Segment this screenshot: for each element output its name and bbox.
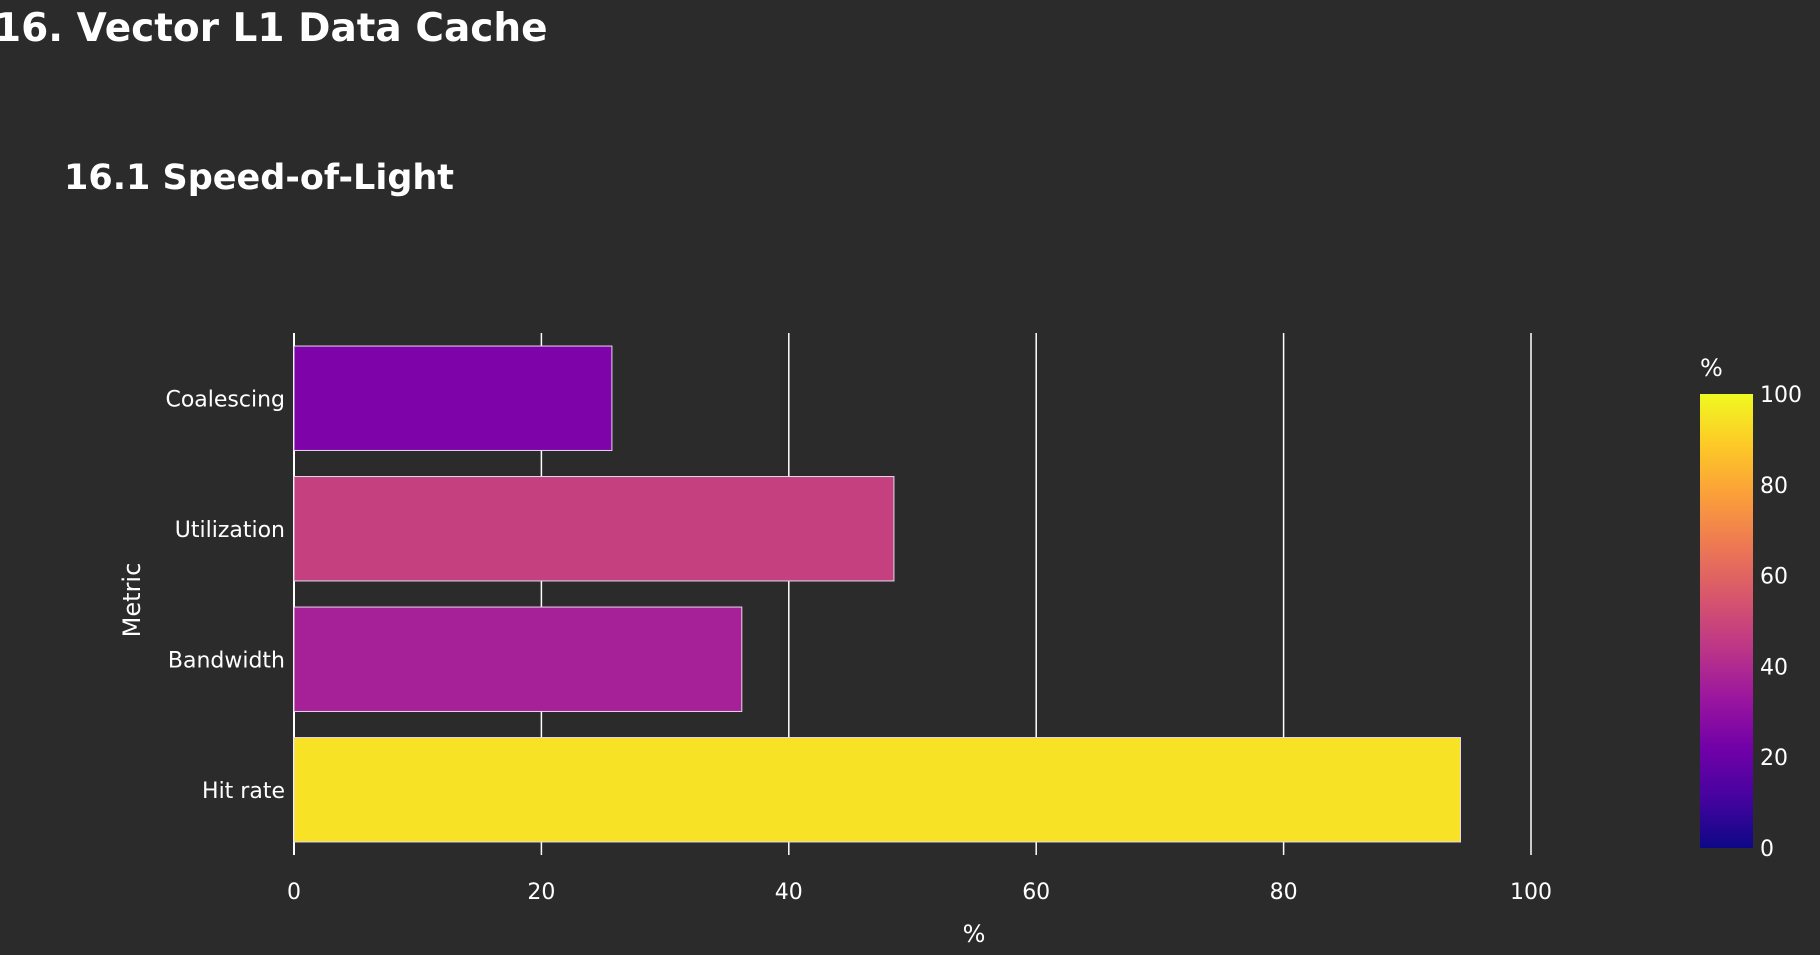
x-tick-label: 40 — [775, 880, 803, 905]
section-title: 16. Vector L1 Data Cache — [0, 6, 548, 51]
y-tick-label: Coalescing — [165, 387, 285, 412]
y-tick-label: Bandwidth — [168, 648, 285, 673]
bar-utilization — [293, 476, 895, 582]
colorbar-tick-label: 0 — [1760, 837, 1774, 862]
bar-coalescing — [293, 345, 613, 451]
colorbar-tick-label: 60 — [1760, 565, 1788, 590]
colorbar: % 0 20 40 60 80 100 — [1700, 354, 1802, 862]
x-axis-title: % — [963, 920, 986, 948]
x-tick-labels: 0 20 40 60 80 100 — [287, 880, 1552, 905]
colorbar-tick-label: 40 — [1760, 655, 1788, 680]
bar-hit-rate — [293, 737, 1461, 843]
y-axis-title: Metric — [118, 563, 146, 638]
y-tick-label: Utilization — [175, 518, 285, 543]
x-tick-label: 20 — [527, 880, 555, 905]
colorbar-gradient — [1700, 394, 1753, 848]
y-tick-labels: Coalescing Utilization Bandwidth Hit rate — [165, 387, 285, 804]
colorbar-tick-label: 100 — [1760, 383, 1802, 408]
colorbar-tick-label: 20 — [1760, 746, 1788, 771]
colorbar-tick-label: 80 — [1760, 474, 1788, 499]
x-tick-label: 60 — [1022, 880, 1050, 905]
colorbar-tick-labels: 0 20 40 60 80 100 — [1760, 383, 1802, 862]
x-tick-label: 0 — [287, 880, 301, 905]
colorbar-title: % — [1700, 354, 1723, 382]
x-tick-label: 80 — [1270, 880, 1298, 905]
bar-bandwidth — [293, 606, 743, 712]
x-tick-label: 100 — [1510, 880, 1552, 905]
subsection-title: 16.1 Speed-of-Light — [64, 158, 455, 198]
bars — [293, 345, 1461, 843]
y-tick-label: Hit rate — [202, 779, 285, 804]
